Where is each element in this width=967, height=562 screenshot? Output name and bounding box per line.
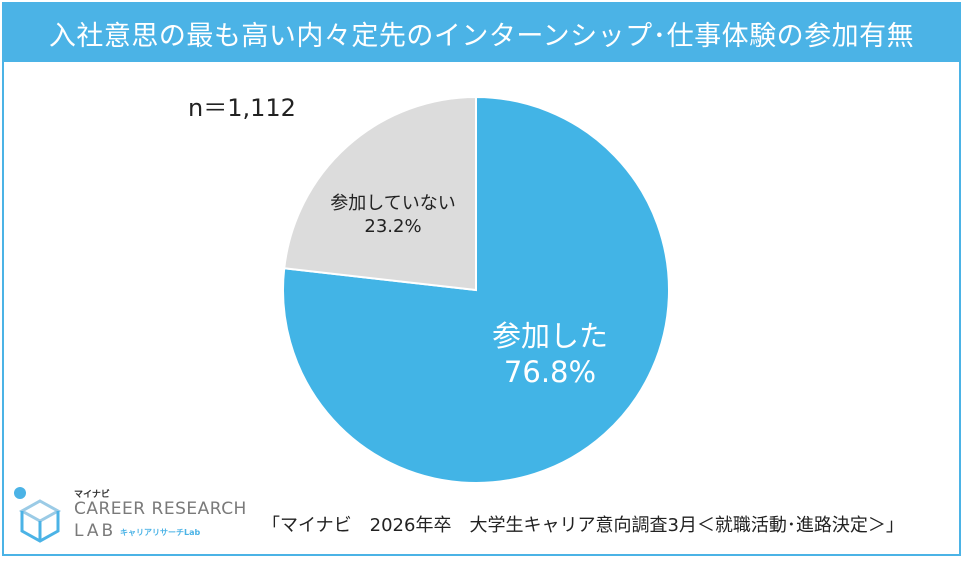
slice-label-participated: 参加した 76.8% bbox=[470, 318, 630, 391]
career-research-lab-logo: マイナビ CAREER RESEARCH LAB キャリアリサーチLab bbox=[12, 483, 252, 549]
logo-lab-text: LAB bbox=[74, 521, 117, 541]
source-note: 「マイナビ 2026年卒 大学生キャリア意向調査3月＜就職活動･進路決定＞」 bbox=[262, 515, 904, 536]
slice-name: 参加していない bbox=[330, 193, 456, 214]
pie-slice-participated bbox=[282, 95, 670, 484]
logo-small-text: マイナビ bbox=[74, 490, 110, 500]
pie-slice-not-participated bbox=[283, 95, 477, 292]
slice-label-not-participated: 参加していない 23.2% bbox=[318, 193, 468, 238]
logo-main-text: CAREER RESEARCH bbox=[74, 499, 247, 519]
cube-icon bbox=[14, 487, 62, 543]
logo-sub-text: キャリアリサーチLab bbox=[120, 528, 201, 537]
slice-name: 参加した bbox=[491, 319, 608, 353]
sample-size: n＝1,112 bbox=[188, 94, 296, 122]
slice-value: 23.2% bbox=[364, 215, 422, 237]
chart-title: 入社意思の最も高い内々定先のインターンシップ･仕事体験の参加有無 bbox=[4, 4, 959, 62]
slice-value: 76.8% bbox=[503, 355, 597, 390]
